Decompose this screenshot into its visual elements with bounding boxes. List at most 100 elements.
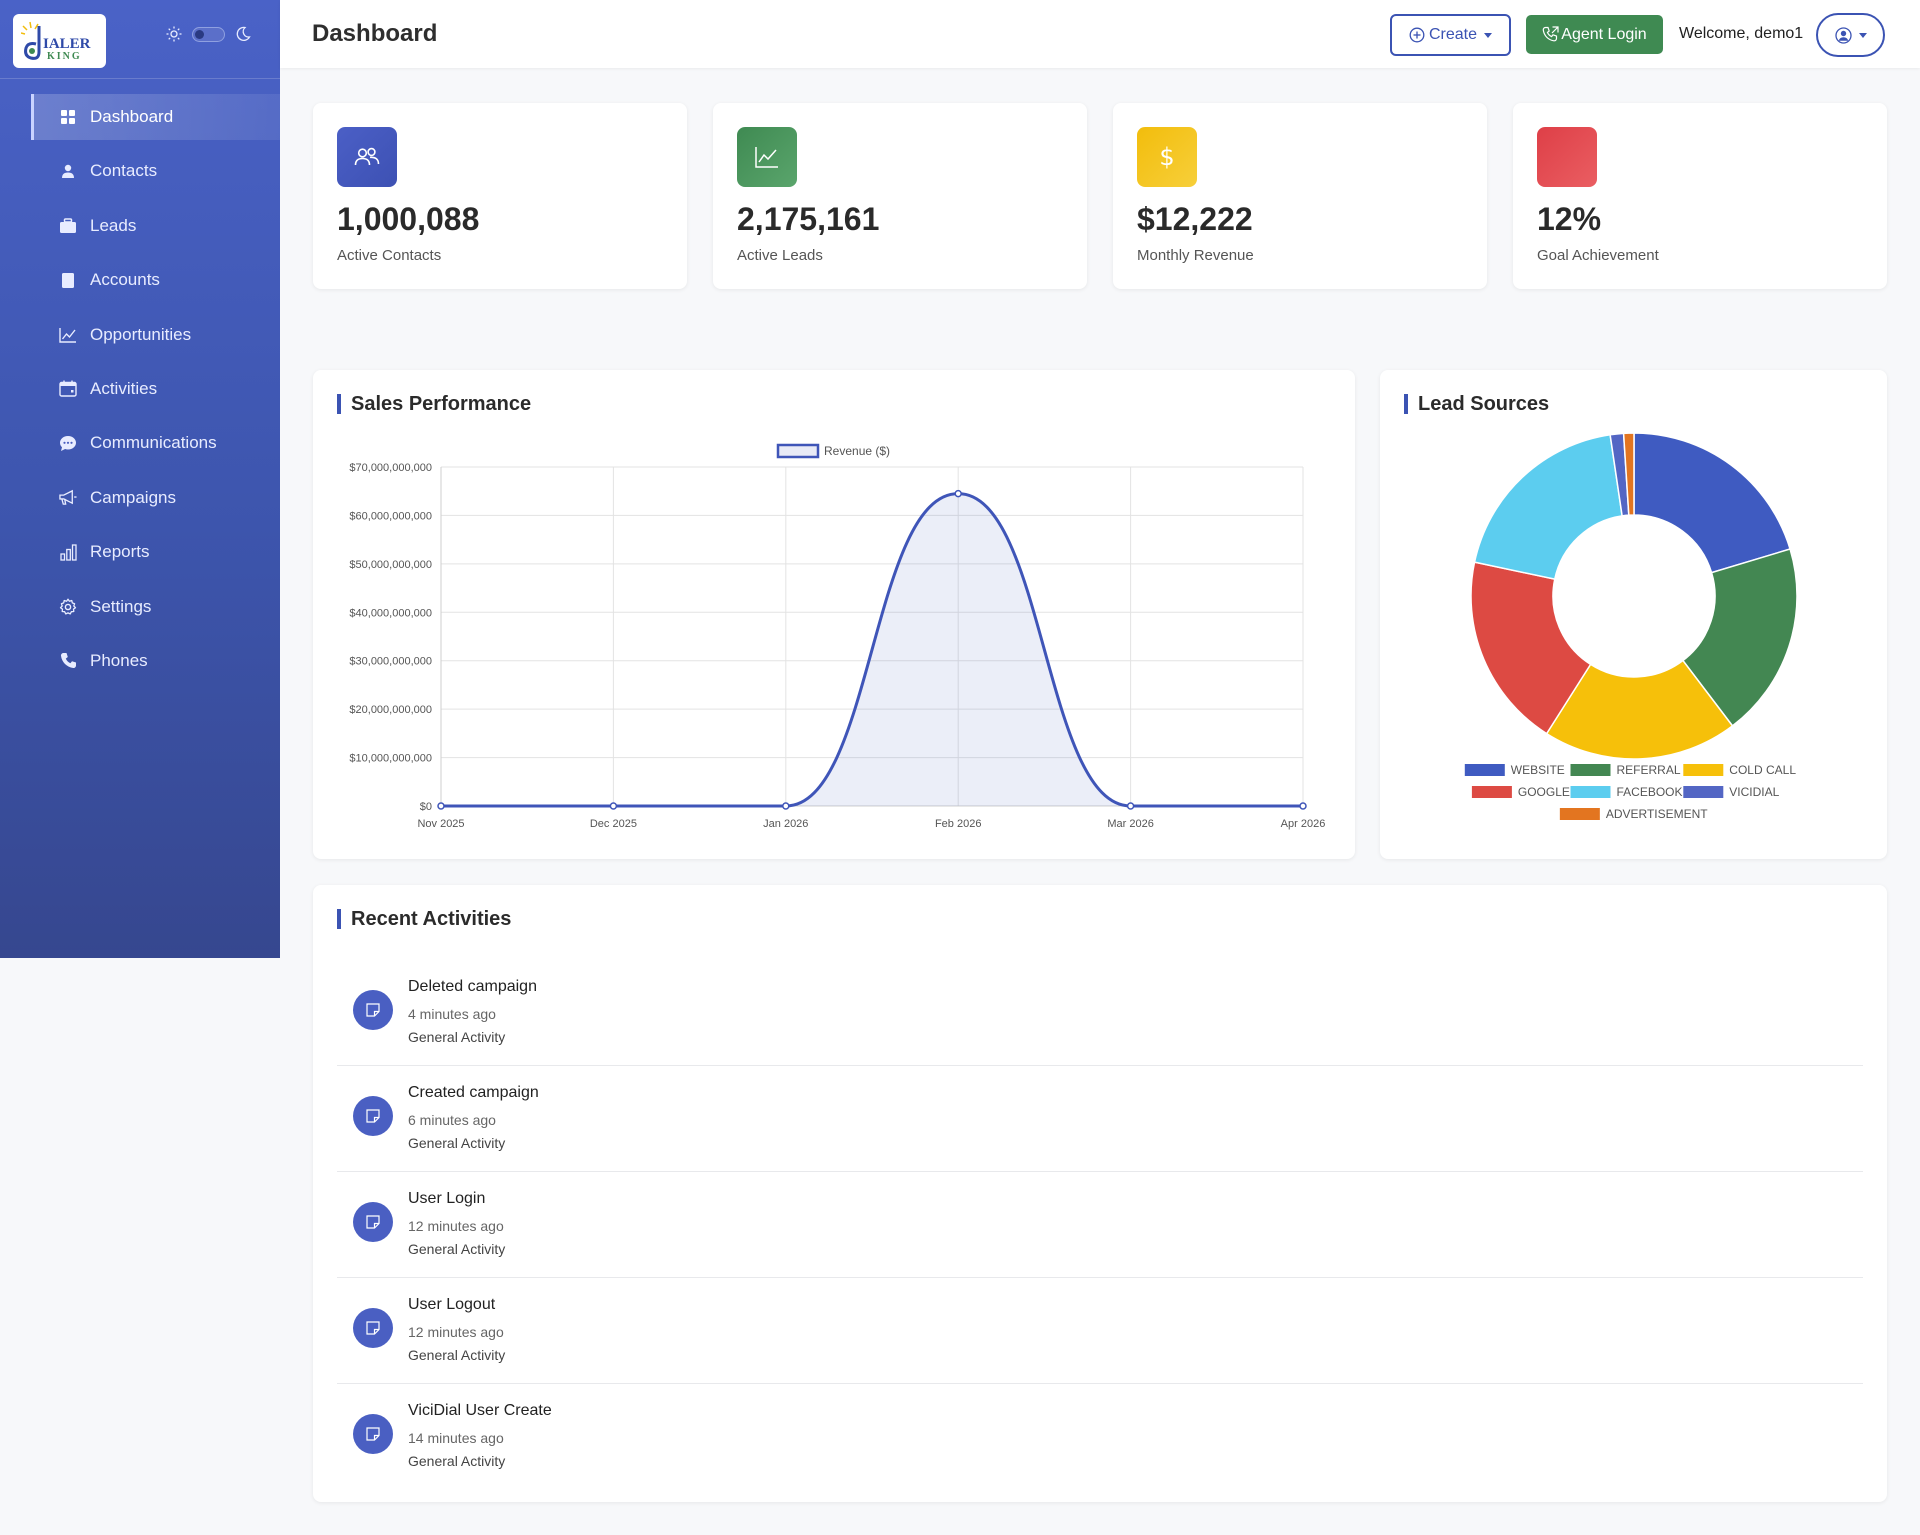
data-point <box>437 802 445 810</box>
legend-label: COLD CALL <box>1729 763 1796 777</box>
theme-switch[interactable] <box>192 26 225 42</box>
data-point <box>1299 802 1307 810</box>
sidebar-item-label: Contacts <box>90 161 158 181</box>
chevron-down-icon <box>1484 32 1493 38</box>
activity-time: 4 minutes ago <box>408 1006 496 1022</box>
legend-label: VICIDIAL <box>1729 785 1779 799</box>
user-circle-icon <box>1834 26 1852 44</box>
donut-hole <box>1553 515 1715 677</box>
list-item[interactable]: User Logout 12 minutes ago General Activ… <box>337 1278 1863 1384</box>
stat-label: Active Leads <box>737 247 823 264</box>
sidebar-item-label: Settings <box>90 596 152 616</box>
stat-label: Goal Achievement <box>1537 247 1659 264</box>
sidebar: IALER KING Dashboard <box>0 0 280 958</box>
list-item[interactable]: User Login 12 minutes ago General Activi… <box>337 1172 1863 1278</box>
trend-icon <box>737 127 797 187</box>
y-tick-label: $50,000,000,000 <box>349 559 432 571</box>
sun-icon[interactable] <box>166 26 182 42</box>
recent-activities-panel: Recent Activities Deleted campaign 4 min… <box>313 885 1887 1502</box>
lead-sources-chart: WEBSITE REFERRAL COLD CALL GOOGLE FACEBOOK VI… <box>1464 432 1798 821</box>
activity-time: 12 minutes ago <box>408 1218 504 1234</box>
y-tick-label: $0 <box>420 801 432 813</box>
theme-toggle[interactable] <box>166 26 251 42</box>
legend-swatch <box>776 443 820 459</box>
data-point <box>782 802 790 810</box>
list-item[interactable]: Created campaign 6 minutes ago General A… <box>337 1066 1863 1172</box>
lead-sources-panel: Lead Sources WEBSITE REFERRAL COLD CALL GOO… <box>1380 370 1887 859</box>
x-tick-label: Apr 2026 <box>1281 818 1326 830</box>
briefcase-icon <box>59 217 77 235</box>
legend-label: REFERRAL <box>1617 763 1681 777</box>
phone-outgoing-icon <box>1542 26 1559 42</box>
dollar-icon: $ <box>1137 127 1197 187</box>
sidebar-item-phones[interactable]: Phones <box>31 638 280 684</box>
list-item[interactable]: ViciDial User Create 14 minutes ago Gene… <box>337 1384 1863 1490</box>
legend-swatch <box>1559 808 1600 820</box>
activity-title: Created campaign <box>408 1084 539 1101</box>
legend-swatch <box>1683 786 1724 798</box>
legend-swatch <box>1570 764 1611 776</box>
user-menu-button[interactable] <box>1816 13 1885 57</box>
sidebar-item-label: Communications <box>90 433 217 453</box>
sticky-note-icon <box>353 1414 393 1454</box>
legend-label: FACEBOOK <box>1617 785 1683 799</box>
data-point <box>609 802 618 810</box>
sidebar-item-campaigns[interactable]: Campaigns <box>31 475 280 521</box>
sticky-note-icon <box>353 1202 393 1242</box>
sidebar-item-settings[interactable]: Settings <box>31 584 280 630</box>
sidebar-item-dashboard[interactable]: Dashboard <box>31 94 280 140</box>
line-chart-icon <box>59 326 77 344</box>
legend-label: WEBSITE <box>1511 763 1565 777</box>
panel-title: Lead Sources <box>1404 394 1549 414</box>
y-tick-label: $70,000,000,000 <box>349 462 432 474</box>
y-tick-label: $20,000,000,000 <box>349 704 432 716</box>
legend-label: GOOGLE <box>1518 785 1570 799</box>
activity-title: Deleted campaign <box>408 978 537 995</box>
y-tick-label: $30,000,000,000 <box>349 656 432 668</box>
activity-time: 12 minutes ago <box>408 1324 504 1340</box>
phone-icon <box>59 652 77 670</box>
calendar-icon <box>59 380 77 398</box>
sidebar-item-accounts[interactable]: Accounts <box>31 257 280 303</box>
chevron-down-icon <box>1858 32 1867 38</box>
users-icon <box>337 127 397 187</box>
x-tick-label: Feb 2026 <box>935 818 981 830</box>
list-item[interactable]: Deleted campaign 4 minutes ago General A… <box>337 960 1863 1066</box>
sidebar-item-label: Dashboard <box>90 107 174 126</box>
moon-icon[interactable] <box>235 26 251 42</box>
stat-card-revenue: $ $12,222 Monthly Revenue <box>1113 103 1487 289</box>
legend-swatch <box>1683 764 1724 776</box>
logo[interactable]: IALER KING <box>13 14 106 68</box>
person-icon <box>59 162 77 180</box>
sidebar-item-label: Opportunities <box>90 324 192 344</box>
sidebar-item-activities[interactable]: Activities <box>31 366 280 412</box>
activity-list: Deleted campaign 4 minutes ago General A… <box>337 960 1863 1490</box>
stat-card-goal: 12% Goal Achievement <box>1513 103 1887 289</box>
sidebar-item-leads[interactable]: Leads <box>31 203 280 249</box>
sidebar-item-reports[interactable]: Reports <box>31 529 280 575</box>
data-point <box>1126 802 1135 810</box>
data-point <box>954 489 962 498</box>
stat-value: 2,175,161 <box>737 201 880 237</box>
gear-icon <box>59 598 77 616</box>
y-tick-label: $60,000,000,000 <box>349 510 432 522</box>
activity-time: 6 minutes ago <box>408 1112 496 1128</box>
stat-label: Active Contacts <box>337 247 442 264</box>
activity-type: General Activity <box>408 1453 506 1469</box>
chat-icon <box>59 434 77 452</box>
sidebar-item-opportunities[interactable]: Opportunities <box>31 312 280 358</box>
sidebar-item-label: Campaigns <box>90 487 176 507</box>
sidebar-item-communications[interactable]: Communications <box>31 420 280 466</box>
logo-mark-icon: IALER KING <box>21 21 91 62</box>
agent-login-button[interactable]: Agent Login <box>1526 15 1663 54</box>
sticky-note-icon <box>353 1096 393 1136</box>
sidebar-item-label: Reports <box>90 542 150 562</box>
create-button[interactable]: Create <box>1390 14 1511 56</box>
stat-value: 1,000,088 <box>337 201 480 237</box>
sidebar-item-contacts[interactable]: Contacts <box>31 148 280 194</box>
activity-time: 14 minutes ago <box>408 1430 504 1446</box>
bar-chart-icon <box>59 543 77 561</box>
sidebar-item-label: Leads <box>90 215 137 235</box>
legend-swatch <box>1471 786 1512 798</box>
stat-card-leads: 2,175,161 Active Leads <box>713 103 1087 289</box>
